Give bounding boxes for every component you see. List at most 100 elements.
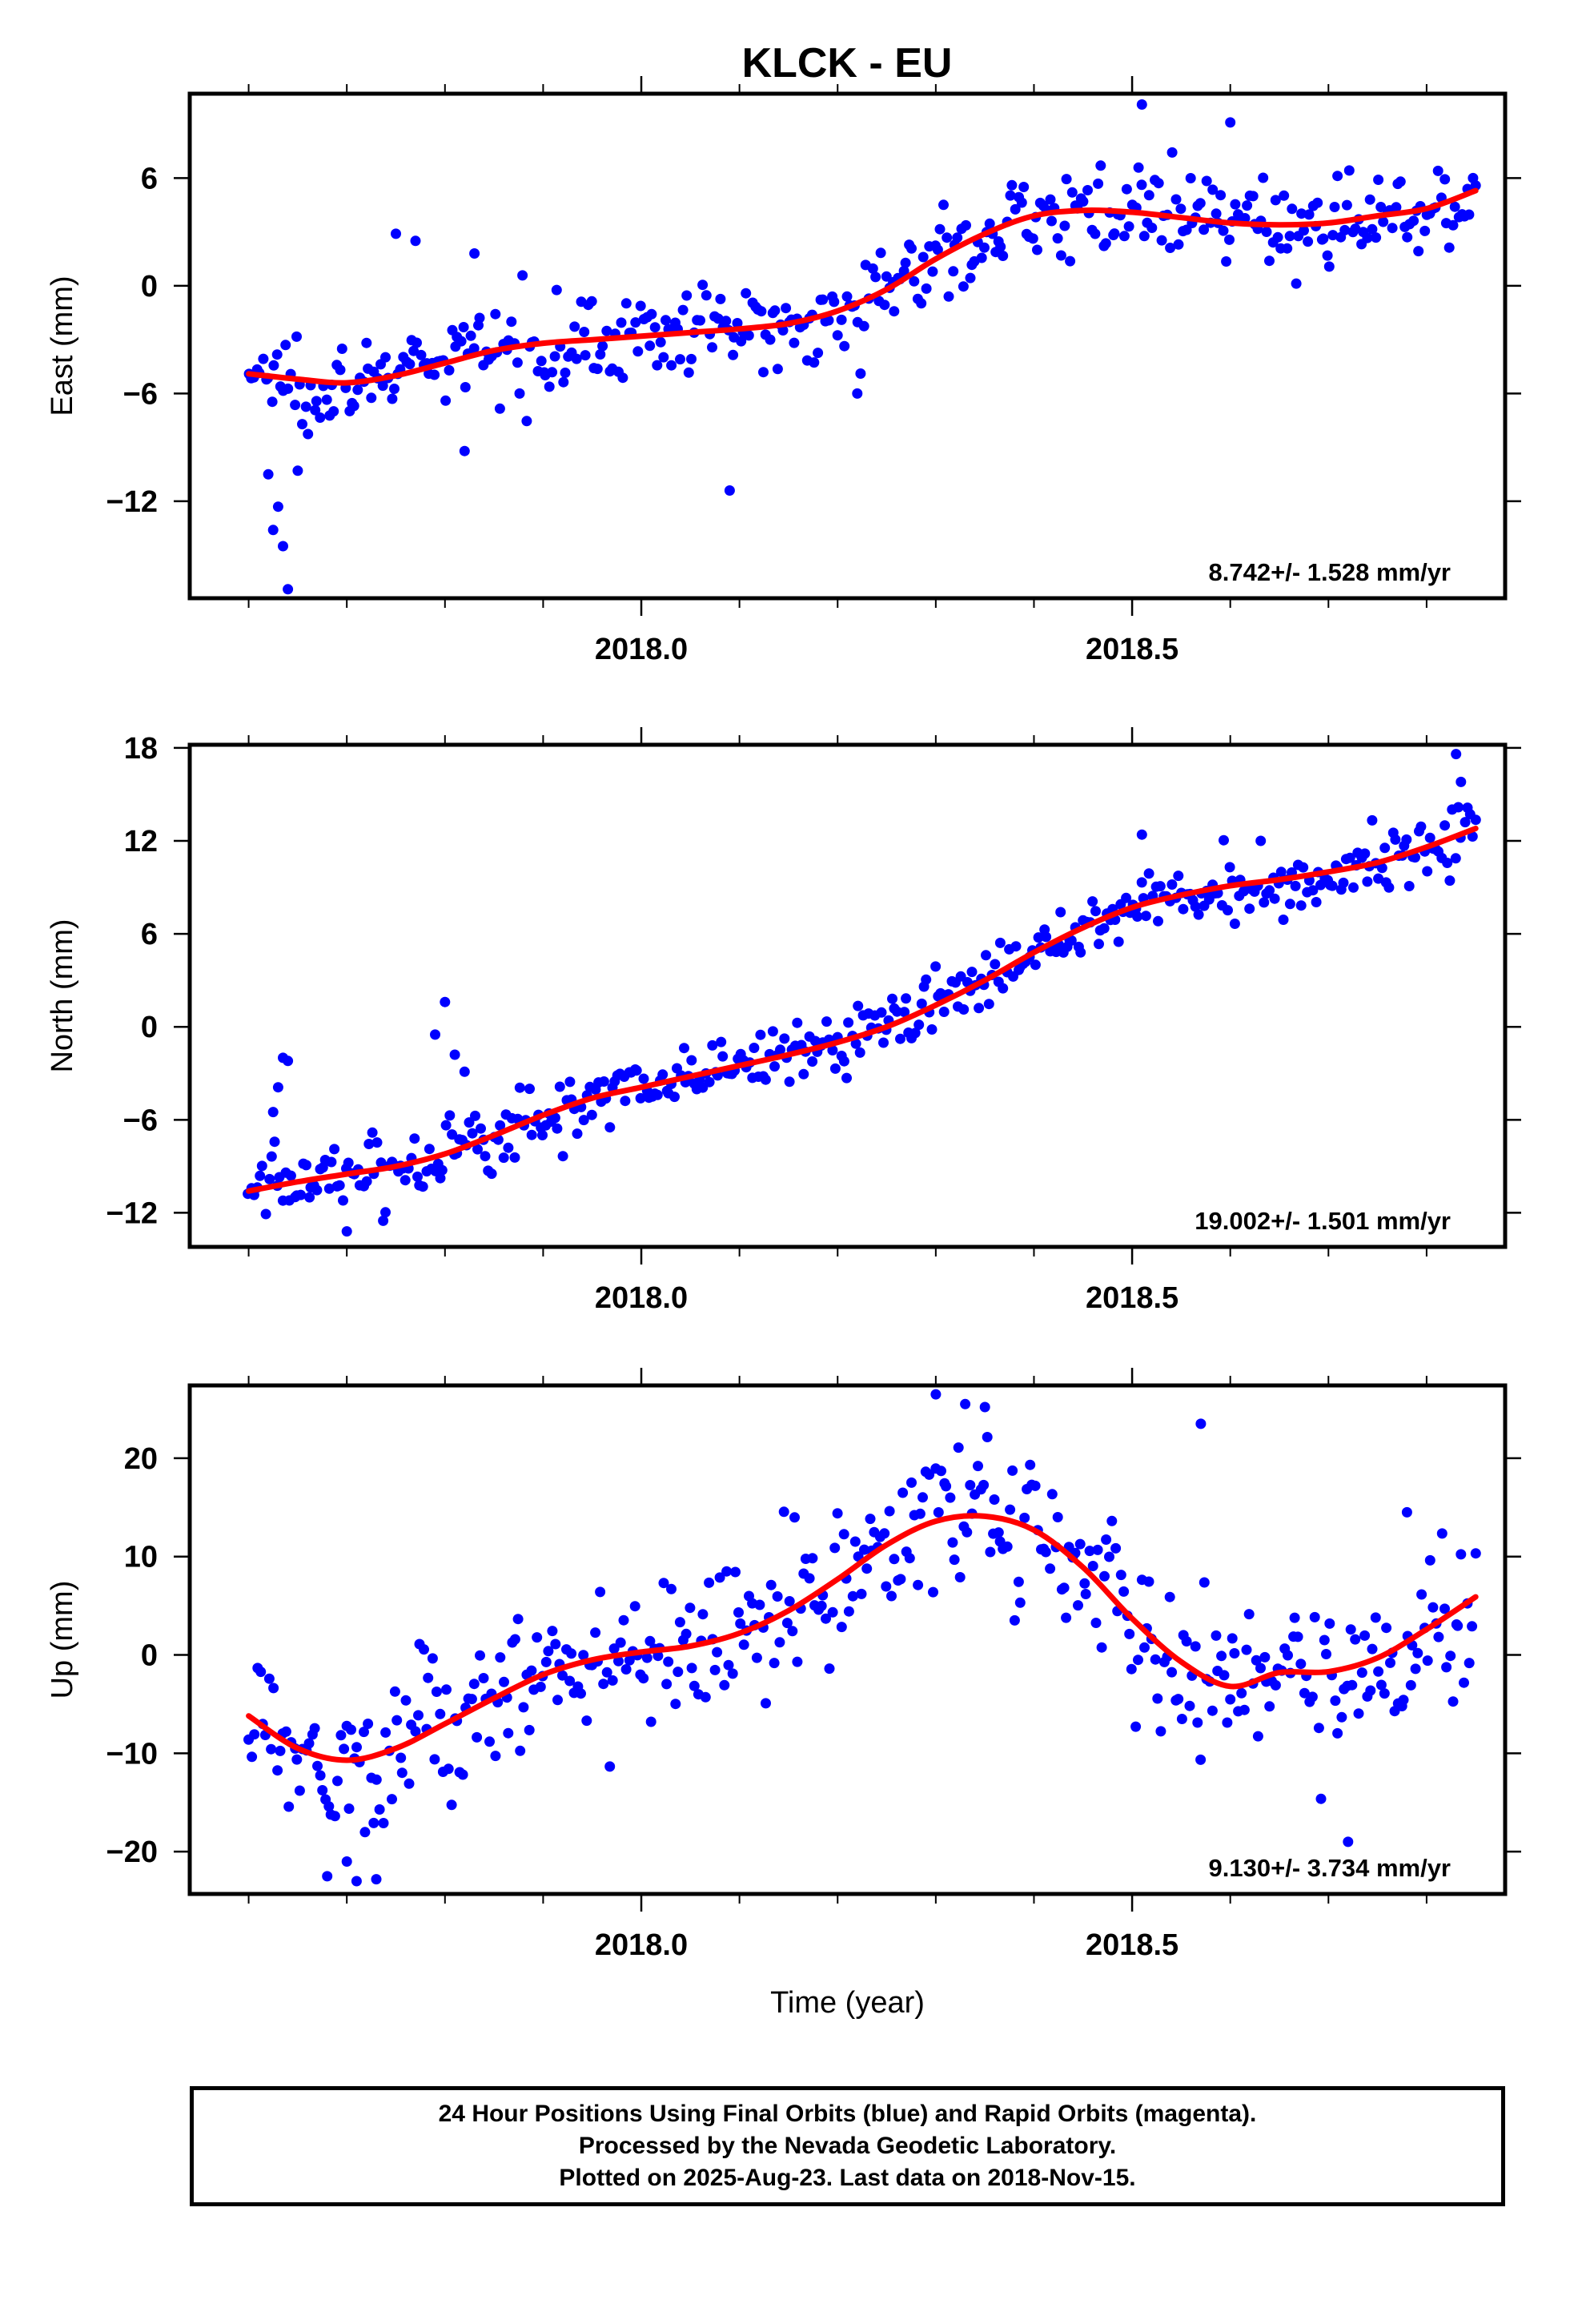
data-points bbox=[243, 749, 1481, 1237]
data-point bbox=[921, 974, 932, 985]
data-point bbox=[649, 322, 661, 333]
data-point bbox=[335, 364, 346, 376]
data-point bbox=[1307, 885, 1319, 896]
data-point bbox=[1252, 1731, 1263, 1742]
data-point bbox=[1041, 931, 1052, 943]
data-point bbox=[778, 1506, 789, 1518]
data-point bbox=[1192, 1717, 1203, 1728]
y-tick-label: 0 bbox=[141, 270, 158, 304]
data-point bbox=[266, 1151, 277, 1162]
data-point bbox=[704, 1577, 715, 1588]
data-point bbox=[1408, 215, 1419, 227]
data-point bbox=[535, 1681, 546, 1692]
data-point bbox=[431, 1687, 442, 1697]
data-point bbox=[1291, 278, 1302, 289]
data-point bbox=[1315, 1793, 1327, 1804]
data-point bbox=[897, 1487, 909, 1498]
data-point bbox=[1239, 1704, 1250, 1715]
data-point bbox=[884, 1506, 895, 1517]
data-point bbox=[917, 251, 929, 263]
data-point bbox=[1270, 1679, 1281, 1691]
data-point bbox=[735, 1618, 746, 1629]
data-point bbox=[1339, 224, 1351, 235]
data-point bbox=[995, 241, 1006, 252]
data-point bbox=[616, 317, 627, 328]
data-point bbox=[807, 1056, 818, 1067]
data-point bbox=[1101, 1534, 1112, 1545]
data-point bbox=[1341, 199, 1352, 211]
data-point bbox=[1224, 862, 1235, 873]
data-point bbox=[547, 1626, 558, 1637]
data-point bbox=[631, 1065, 642, 1076]
data-point bbox=[620, 298, 632, 309]
data-point bbox=[1093, 178, 1104, 189]
data-point bbox=[598, 1076, 609, 1087]
data-point bbox=[374, 1804, 385, 1815]
data-point bbox=[1219, 1670, 1230, 1681]
data-point bbox=[1033, 932, 1044, 943]
data-point bbox=[829, 1542, 841, 1554]
data-point bbox=[517, 270, 528, 281]
data-point bbox=[329, 1811, 340, 1822]
data-point bbox=[359, 1727, 369, 1738]
data-point bbox=[1381, 1622, 1392, 1634]
data-point bbox=[723, 1659, 734, 1671]
data-point bbox=[1139, 1642, 1150, 1653]
data-point bbox=[1272, 231, 1283, 243]
data-point bbox=[832, 1508, 843, 1519]
data-point bbox=[475, 1650, 485, 1661]
data-point bbox=[875, 247, 886, 259]
data-point bbox=[816, 1600, 827, 1611]
data-point bbox=[677, 304, 689, 316]
data-point bbox=[366, 392, 377, 404]
x-tick-label: 2018.0 bbox=[595, 633, 688, 666]
data-point bbox=[1092, 1544, 1103, 1555]
data-point bbox=[410, 1726, 421, 1737]
data-point bbox=[942, 232, 953, 243]
data-point bbox=[1401, 1506, 1412, 1518]
data-point bbox=[1415, 821, 1427, 832]
data-point bbox=[478, 1673, 489, 1683]
data-point bbox=[506, 316, 517, 328]
data-point bbox=[1467, 831, 1478, 842]
data-point bbox=[1124, 1628, 1135, 1639]
data-point bbox=[921, 283, 932, 294]
data-point bbox=[1278, 915, 1289, 925]
data-point bbox=[412, 337, 422, 348]
data-point bbox=[689, 1680, 700, 1691]
data-point bbox=[436, 1164, 448, 1176]
y-tick-label: 6 bbox=[141, 162, 158, 195]
data-point bbox=[404, 1778, 415, 1789]
data-point bbox=[470, 1110, 480, 1121]
y-tick-label: 10 bbox=[124, 1541, 158, 1574]
data-point bbox=[441, 1684, 452, 1695]
data-point bbox=[490, 308, 501, 320]
data-point bbox=[1353, 1708, 1364, 1719]
data-point bbox=[715, 293, 726, 304]
data-point bbox=[1264, 1701, 1275, 1712]
data-point bbox=[578, 1650, 589, 1661]
data-point bbox=[578, 1115, 589, 1126]
data-point bbox=[1451, 749, 1462, 760]
data-point bbox=[1464, 1658, 1475, 1669]
data-point bbox=[1338, 877, 1349, 888]
data-point bbox=[889, 1554, 900, 1565]
data-point bbox=[268, 360, 279, 371]
data-point bbox=[1030, 959, 1041, 971]
data-point bbox=[978, 1479, 990, 1490]
data-point bbox=[1106, 1515, 1118, 1526]
data-point bbox=[1419, 225, 1431, 236]
data-point bbox=[738, 1639, 749, 1651]
data-point bbox=[652, 360, 663, 371]
data-point bbox=[1422, 866, 1433, 877]
data-point bbox=[913, 1019, 925, 1031]
data-point bbox=[486, 1168, 497, 1180]
data-point bbox=[1324, 1618, 1335, 1629]
data-point bbox=[827, 1606, 838, 1618]
data-point bbox=[630, 317, 641, 328]
data-point bbox=[881, 1581, 892, 1592]
data-point bbox=[509, 1152, 520, 1163]
data-point bbox=[1295, 900, 1307, 911]
data-point bbox=[777, 325, 789, 336]
